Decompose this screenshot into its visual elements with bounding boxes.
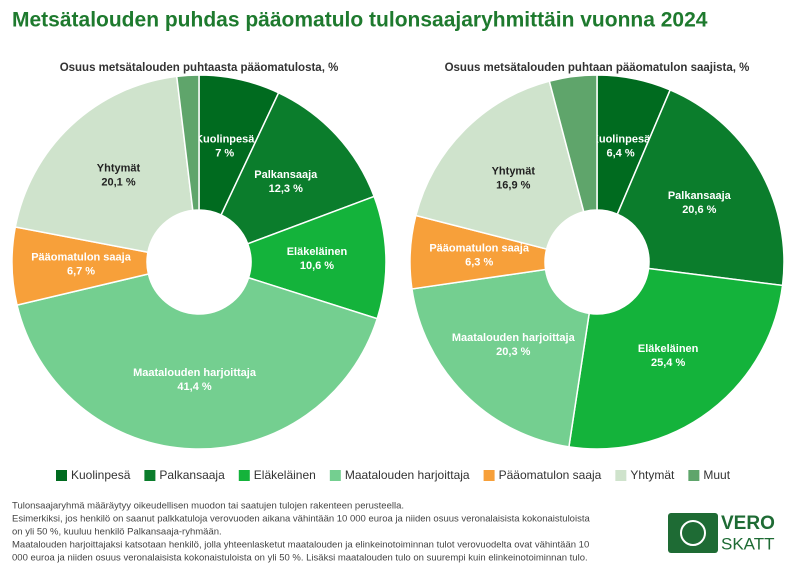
legend-label: Maatalouden harjoittaja	[345, 468, 470, 482]
footnote: Maatalouden harjoittajaksi katsotaan hen…	[12, 540, 589, 551]
slice-category: Yhtymät	[97, 163, 141, 175]
value-label: 41,4 %	[177, 381, 211, 393]
slice-category: Pääomatulon saaja	[429, 243, 530, 255]
slice-category: Pääomatulon saaja	[31, 252, 132, 264]
slice-category: Yhtymät	[492, 166, 536, 178]
footnote: 000 euroa ja niiden osuus veronalaisista…	[12, 553, 588, 564]
slice-category: Eläkeläinen	[638, 343, 699, 355]
footnote: Tulonsaajaryhmä määräytyy oikeudellisen …	[12, 501, 404, 512]
legend-swatch	[483, 470, 495, 481]
value-label: 20,6 %	[682, 204, 716, 216]
slice	[548, 74, 598, 213]
value-label: 20,3 %	[496, 346, 530, 358]
value-label: 16,9 %	[496, 180, 530, 192]
chart-title: Metsätalouden puhdas pääomatulo tulonsaa…	[12, 9, 708, 32]
logo-emblem	[680, 520, 706, 546]
legend-label: Eläkeläinen	[254, 468, 316, 482]
slice-category: Palkansaaja	[668, 190, 732, 202]
legend-swatch	[238, 470, 250, 481]
slice	[411, 268, 591, 448]
slice-category: Kuolinpesä	[591, 133, 651, 145]
legend-label: Muut	[703, 468, 730, 482]
value-label: 6,3 %	[465, 257, 493, 269]
slice	[175, 74, 200, 212]
slice	[568, 267, 784, 450]
slice	[14, 75, 194, 254]
value-label: 6,7 %	[67, 266, 95, 278]
footnote: Esimerkiksi, jos henkilö on saanut palkk…	[12, 514, 590, 525]
slice	[616, 88, 785, 287]
value-label: 7 %	[215, 148, 234, 160]
legend-swatch	[56, 470, 67, 481]
value-label: 25,4 %	[651, 357, 685, 369]
logo-text: SKATT	[721, 534, 775, 553]
slice	[16, 273, 379, 450]
logo-mark	[668, 513, 718, 553]
legend-swatch	[144, 470, 156, 481]
legend-swatch	[688, 470, 700, 481]
value-label: 20,1 %	[101, 177, 135, 189]
legend-swatch	[329, 470, 341, 481]
subtitle: Osuus metsätalouden puhtaasta pääomatulo…	[60, 62, 339, 74]
value-label: 12,3 %	[269, 183, 303, 195]
legend-label: Kuolinpesä	[71, 468, 131, 482]
slice-category: Eläkeläinen	[287, 246, 348, 258]
footnote: on yli 50 %, kuuluu henkilö Palkansaaja-…	[12, 527, 222, 538]
slice-category: Maatalouden harjoittaja	[133, 367, 257, 379]
value-label: 10,6 %	[300, 260, 334, 272]
subtitle: Osuus metsätalouden puhtaan pääomatulon …	[445, 62, 750, 74]
slice	[220, 91, 376, 245]
logo-text: VERO	[721, 513, 775, 534]
legend-label: Palkansaaja	[159, 468, 225, 482]
slice-category: Maatalouden harjoittaja	[452, 332, 576, 344]
slice	[414, 80, 585, 250]
slice-category: Kuolinpesä	[195, 134, 255, 146]
legend-label: Yhtymät	[630, 468, 675, 482]
legend-swatch	[615, 470, 627, 481]
slice-category: Palkansaaja	[254, 169, 318, 181]
logo: VERO SKATT	[668, 513, 775, 553]
value-label: 6,4 %	[606, 147, 634, 159]
legend-label: Pääomatulon saaja	[499, 468, 602, 482]
